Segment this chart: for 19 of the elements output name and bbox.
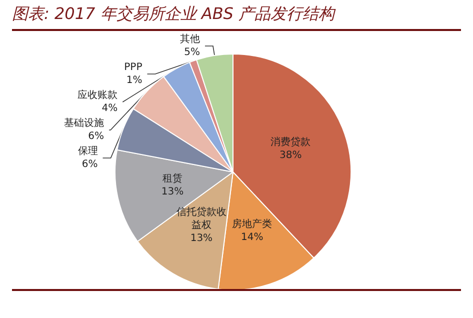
data-label: 4% [102,103,118,114]
data-label: 13% [161,186,184,198]
data-label: 14% [241,232,264,243]
slice-label: PPP [124,62,142,73]
data-label: 13% [190,232,213,244]
slice-label: 基础设施 [64,117,104,129]
chart-title: 图表: 2017 年交易所企业 ABS 产品发行结构 [12,4,461,31]
slice-label: 信托贷款收益权 [176,206,226,231]
data-label: 1% [126,75,142,86]
slice-label: 房地产类 [232,218,272,230]
data-label: 5% [184,47,200,58]
data-label: 38% [280,150,302,162]
slice-label: 消费贷款 [270,136,311,148]
slice-label: 保理 [78,146,98,157]
slice-label: 租赁 [162,172,182,185]
data-label: 6% [82,159,98,170]
data-label: 6% [88,131,104,142]
slice-label: 应收账款 [78,89,118,101]
slice-label: 其他 [180,33,200,45]
